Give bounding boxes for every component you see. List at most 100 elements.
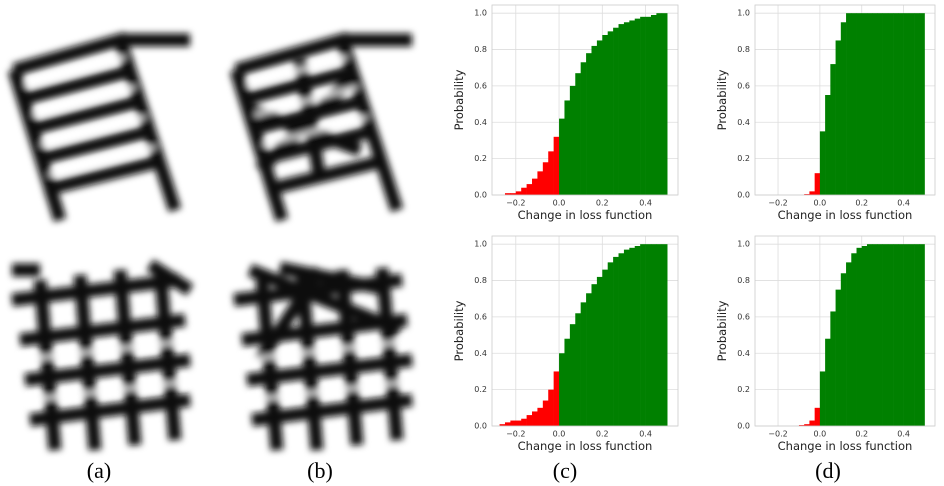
y-tick-label: 0.8 <box>474 45 487 54</box>
y-tick-label: 0.8 <box>737 276 750 285</box>
bar <box>830 311 836 426</box>
bar <box>809 191 815 195</box>
bar <box>815 408 821 426</box>
x-tick-label: 0.0 <box>814 199 827 208</box>
x-tick-label: 0.4 <box>639 430 652 439</box>
bar <box>635 19 641 195</box>
bar <box>836 40 842 195</box>
bar <box>640 244 646 426</box>
y-tick-label: 0.4 <box>474 349 487 358</box>
bar <box>505 422 511 426</box>
bar <box>872 244 878 426</box>
bar <box>846 262 852 426</box>
bar <box>619 24 625 195</box>
bar <box>597 277 603 426</box>
x-tick-label: 0.0 <box>553 430 566 439</box>
x-tick-label: 0.0 <box>553 199 566 208</box>
caption: (b) <box>307 458 333 483</box>
bar <box>570 324 576 426</box>
figure: (a) (b) (c) (d) 0.00.20.40.60.81.0−0.20.… <box>0 0 944 486</box>
y-tick-label: 0.2 <box>737 385 750 394</box>
bar <box>624 22 630 195</box>
bar <box>820 371 826 426</box>
y-tick-label: 0.6 <box>474 81 487 90</box>
bar <box>914 244 920 426</box>
bar <box>564 339 570 426</box>
bar <box>888 13 894 195</box>
map-panel-a-top <box>14 40 190 220</box>
bar <box>548 390 554 426</box>
bar <box>877 13 883 195</box>
y-tick-label: 0.0 <box>737 191 750 200</box>
bar <box>635 246 641 426</box>
bar <box>919 13 925 195</box>
bar <box>537 171 543 195</box>
bar <box>877 244 883 426</box>
bar <box>830 64 836 195</box>
bar <box>904 13 910 195</box>
bar <box>570 86 576 195</box>
caption: (d) <box>815 458 841 483</box>
bar <box>656 244 662 426</box>
bar <box>898 13 904 195</box>
y-tick-label: 0.2 <box>474 385 487 394</box>
bar <box>613 28 619 195</box>
y-tick-label: 0.0 <box>737 422 750 431</box>
map-panel-b-bottom <box>234 268 412 450</box>
bar <box>872 13 878 195</box>
bar <box>888 244 894 426</box>
bar <box>629 248 635 426</box>
x-tick-label: 0.2 <box>855 430 868 439</box>
bar <box>554 371 560 426</box>
bar <box>516 421 522 426</box>
bar <box>532 411 538 426</box>
bar <box>527 184 533 195</box>
bar <box>841 22 847 195</box>
y-tick-label: 1.0 <box>737 9 750 18</box>
bar <box>543 401 549 426</box>
bar <box>851 13 857 195</box>
bar <box>646 244 652 426</box>
x-tick-label: −0.2 <box>768 430 787 439</box>
bar <box>893 13 899 195</box>
x-tick-label: 0.4 <box>897 199 910 208</box>
bar <box>651 15 657 195</box>
bar <box>591 284 597 426</box>
bar <box>581 62 587 195</box>
y-tick-label: 1.0 <box>737 240 750 249</box>
bar <box>883 244 889 426</box>
chart: 0.00.20.40.60.81.0−0.20.00.20.4Change in… <box>452 236 678 453</box>
chart: 0.00.20.40.60.81.0−0.20.00.20.4Change in… <box>715 5 935 222</box>
y-tick-label: 0.2 <box>737 154 750 163</box>
x-axis-label: Change in loss function <box>518 208 653 222</box>
bar <box>527 415 533 426</box>
bar <box>597 40 603 195</box>
x-axis-label: Change in loss function <box>778 439 913 453</box>
x-tick-label: −0.2 <box>506 199 525 208</box>
bar <box>893 244 899 426</box>
bar <box>656 13 662 195</box>
bar <box>516 191 522 195</box>
x-tick-label: 0.4 <box>639 199 652 208</box>
y-tick-label: 0.0 <box>474 422 487 431</box>
map-panel-a-bottom <box>12 265 190 450</box>
bar <box>619 253 625 426</box>
bar <box>608 31 614 195</box>
bar <box>640 17 646 195</box>
y-tick-label: 0.6 <box>737 312 750 321</box>
bar <box>662 13 668 195</box>
bar <box>651 244 657 426</box>
bar <box>825 95 831 195</box>
bar <box>883 13 889 195</box>
map-panel-b-top <box>236 40 412 220</box>
bar <box>591 46 597 195</box>
bar <box>586 53 592 195</box>
bar <box>862 246 868 426</box>
x-tick-label: 0.2 <box>596 199 609 208</box>
bar <box>862 13 868 195</box>
bar <box>548 151 554 195</box>
bar <box>559 353 565 426</box>
bar <box>537 408 543 426</box>
bar <box>914 13 920 195</box>
